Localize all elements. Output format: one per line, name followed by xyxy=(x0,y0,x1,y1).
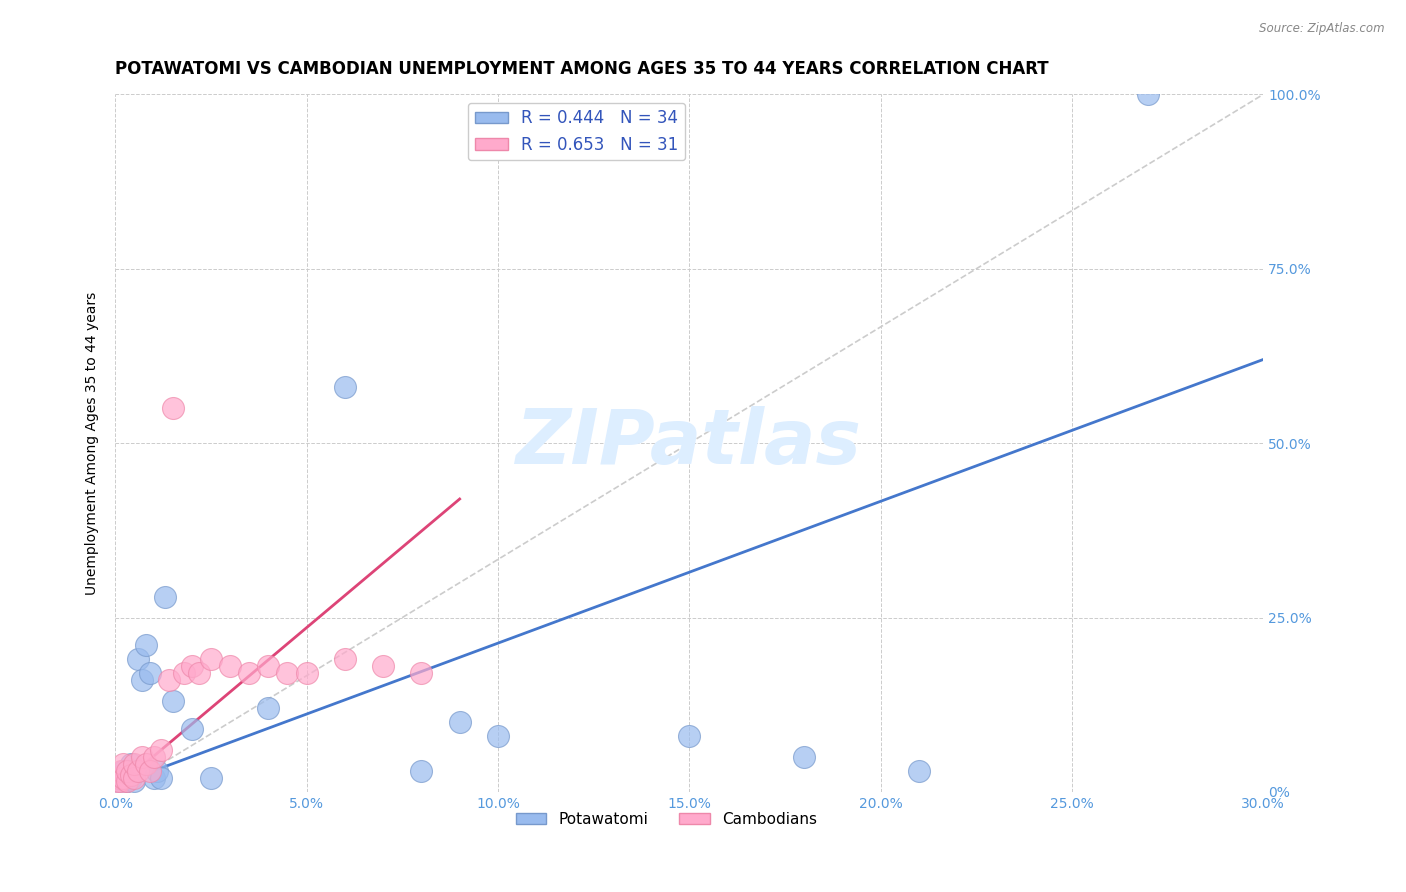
Point xyxy=(678,729,700,743)
Point xyxy=(135,639,157,653)
Point xyxy=(257,659,280,673)
Point xyxy=(162,401,184,416)
Point xyxy=(180,722,202,736)
Legend: Potawatomi, Cambodians: Potawatomi, Cambodians xyxy=(510,806,823,833)
Point xyxy=(200,771,222,785)
Point xyxy=(124,774,146,789)
Point xyxy=(1137,87,1160,102)
Point xyxy=(115,774,138,789)
Point xyxy=(371,659,394,673)
Point xyxy=(180,659,202,673)
Text: ZIPatlas: ZIPatlas xyxy=(516,406,862,480)
Point xyxy=(449,715,471,730)
Point xyxy=(142,750,165,764)
Point xyxy=(411,666,433,681)
Point xyxy=(908,764,931,778)
Text: Source: ZipAtlas.com: Source: ZipAtlas.com xyxy=(1260,22,1385,36)
Point xyxy=(276,666,298,681)
Point xyxy=(138,764,160,778)
Point xyxy=(110,778,132,792)
Point xyxy=(135,757,157,772)
Point xyxy=(188,666,211,681)
Point xyxy=(111,771,134,785)
Point xyxy=(114,774,136,789)
Text: POTAWATOMI VS CAMBODIAN UNEMPLOYMENT AMONG AGES 35 TO 44 YEARS CORRELATION CHART: POTAWATOMI VS CAMBODIAN UNEMPLOYMENT AMO… xyxy=(115,60,1049,78)
Point xyxy=(157,673,180,688)
Point xyxy=(146,764,169,778)
Point xyxy=(333,380,356,394)
Point xyxy=(295,666,318,681)
Point xyxy=(150,743,173,757)
Point xyxy=(111,771,134,785)
Point xyxy=(108,771,131,785)
Point xyxy=(110,764,132,778)
Point xyxy=(111,764,134,778)
Point xyxy=(138,666,160,681)
Point xyxy=(120,757,142,772)
Point xyxy=(115,771,138,785)
Point xyxy=(150,771,173,785)
Point xyxy=(110,767,132,781)
Point xyxy=(124,764,146,778)
Point xyxy=(162,694,184,708)
Point xyxy=(115,764,138,778)
Point xyxy=(219,659,242,673)
Point xyxy=(124,757,146,772)
Y-axis label: Unemployment Among Ages 35 to 44 years: Unemployment Among Ages 35 to 44 years xyxy=(86,292,100,595)
Point xyxy=(108,774,131,789)
Point xyxy=(131,673,153,688)
Point xyxy=(200,652,222,666)
Point xyxy=(111,757,134,772)
Point xyxy=(127,652,149,666)
Point xyxy=(257,701,280,715)
Point xyxy=(173,666,195,681)
Point xyxy=(105,778,128,792)
Point xyxy=(120,767,142,781)
Point xyxy=(108,771,131,785)
Point xyxy=(142,771,165,785)
Point xyxy=(238,666,260,681)
Point xyxy=(333,652,356,666)
Point xyxy=(153,590,176,604)
Point xyxy=(105,778,128,792)
Point xyxy=(411,764,433,778)
Point xyxy=(793,750,815,764)
Point xyxy=(120,771,142,785)
Point xyxy=(124,771,146,785)
Point xyxy=(115,764,138,778)
Point xyxy=(108,774,131,789)
Point xyxy=(131,750,153,764)
Point xyxy=(127,764,149,778)
Point xyxy=(486,729,509,743)
